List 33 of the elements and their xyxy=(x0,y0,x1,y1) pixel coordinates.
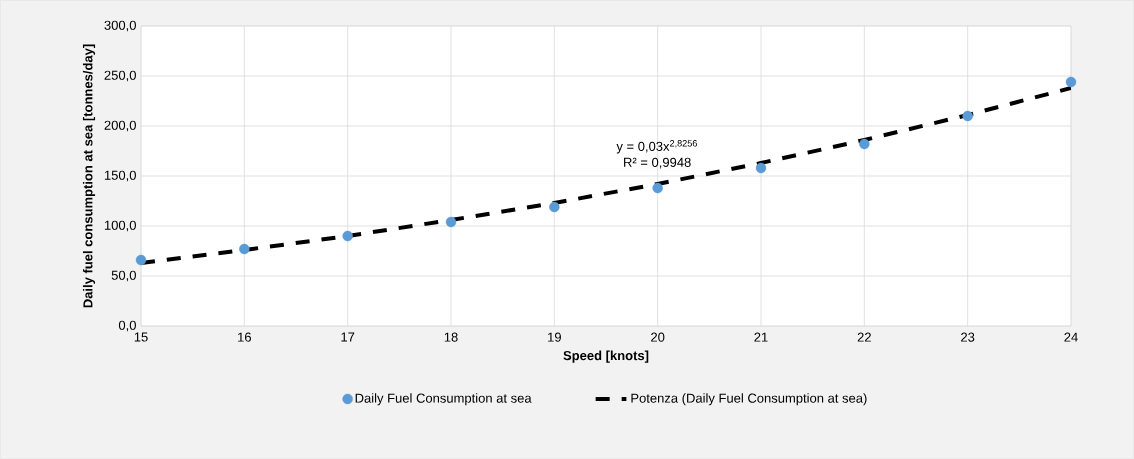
annotation: R² = 0,9948 xyxy=(624,157,691,169)
point xyxy=(239,243,250,255)
point xyxy=(549,201,560,213)
y-tick-label: 200,0 xyxy=(104,120,136,132)
x-tick-label: 18 xyxy=(444,332,458,342)
legend-label: Daily Fuel Consumption at sea xyxy=(355,393,532,406)
x-tick-label: 20 xyxy=(651,332,665,342)
x-tick-label: 22 xyxy=(857,332,871,342)
y-tick-label: 50,0 xyxy=(111,270,136,282)
point xyxy=(135,254,147,266)
legend-label: Potenza (Daily Fuel Consumption at sea) xyxy=(631,393,867,406)
point xyxy=(1065,76,1077,88)
x-tick-label: 17 xyxy=(341,332,355,342)
x-tick-label: 23 xyxy=(961,332,975,342)
point xyxy=(755,162,767,174)
annotation: y = 0,03x$^{2,8256}$ xyxy=(616,140,697,154)
x-tick-label: 16 xyxy=(238,332,251,342)
y-tick-label: 300,0 xyxy=(104,20,136,32)
point xyxy=(445,216,457,228)
x-tick-label: 19 xyxy=(548,332,561,342)
point xyxy=(342,230,353,242)
y-tick-label: 0,0 xyxy=(118,320,136,332)
y-tick-label: 150,0 xyxy=(104,170,136,182)
point xyxy=(962,110,973,122)
y-tick-label: 250,0 xyxy=(104,70,136,82)
point xyxy=(859,138,870,150)
x-tick-label: 15 xyxy=(134,332,148,342)
x-tick-label: 24 xyxy=(1064,332,1078,342)
y-axis-title: Daily fuel consumption at sea [tonnes/day] xyxy=(82,44,96,308)
y-tick-label: 100,0 xyxy=(104,220,136,232)
x-axis-title: Speed [knots] xyxy=(563,350,649,363)
point xyxy=(652,182,663,194)
x-tick-label: 21 xyxy=(754,332,768,342)
